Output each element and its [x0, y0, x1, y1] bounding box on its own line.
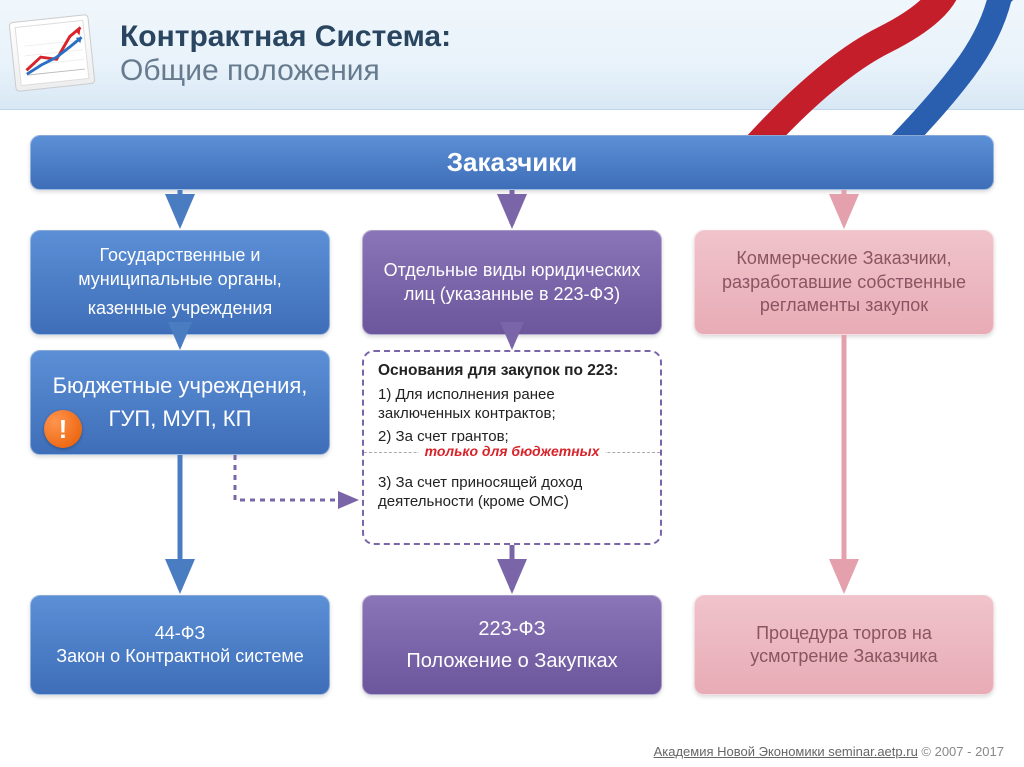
info-box-223: Основания для закупок по 223: 1) Для исп…	[362, 350, 662, 545]
info-divider: только для бюджетных	[364, 452, 660, 470]
banner-label: Заказчики	[447, 146, 578, 180]
exclamation-icon: !	[44, 410, 82, 448]
box-legal-entities: Отдельные виды юридических лиц (указанны…	[362, 230, 662, 335]
info-item3: 3) За счет приносящей доход деятельности…	[378, 474, 646, 512]
text: Положение о Закупках	[406, 648, 617, 674]
banner-customers: Заказчики	[30, 135, 994, 190]
footer-copyright: © 2007 - 2017	[918, 744, 1004, 759]
title-line2: Общие положения	[120, 54, 451, 88]
box-procedure: Процедура торгов на усмотрение Заказчика	[694, 595, 994, 695]
title-line1: Контрактная Система:	[120, 20, 451, 54]
text: 44-ФЗ Закон о Контрактной системе	[56, 622, 303, 669]
text: Отдельные виды юридических лиц (указанны…	[377, 259, 647, 306]
box-commercial: Коммерческие Заказчики, разработавшие со…	[694, 230, 994, 335]
info-title: Основания для закупок по 223:	[378, 362, 646, 380]
box-state-municipal: Государственные и муниципальные органы, …	[30, 230, 330, 335]
box-223fz: 223-ФЗ Положение о Закупках	[362, 595, 662, 695]
text: Коммерческие Заказчики, разработавшие со…	[709, 247, 979, 317]
divider-text: только для бюджетных	[419, 443, 606, 459]
footer: Академия Новой Экономики seminar.aetp.ru…	[654, 744, 1004, 759]
text: 223-ФЗ	[478, 616, 545, 642]
text: казенные учреждения	[88, 297, 272, 320]
info-item1: 1) Для исполнения ранее заключенных конт…	[378, 386, 646, 424]
footer-link: Академия Новой Экономики seminar.aetp.ru	[654, 744, 918, 759]
box-44fz: 44-ФЗ Закон о Контрактной системе	[30, 595, 330, 695]
text: Бюджетные учреждения,	[53, 372, 308, 401]
text: Государственные и муниципальные органы,	[45, 244, 315, 291]
text: Процедура торгов на усмотрение Заказчика	[709, 622, 979, 669]
text: ГУП, МУП, КП	[109, 405, 252, 434]
slide-header: Контрактная Система: Общие положения	[0, 0, 1024, 110]
title-block: Контрактная Система: Общие положения	[120, 20, 451, 88]
chart-icon	[9, 14, 96, 92]
